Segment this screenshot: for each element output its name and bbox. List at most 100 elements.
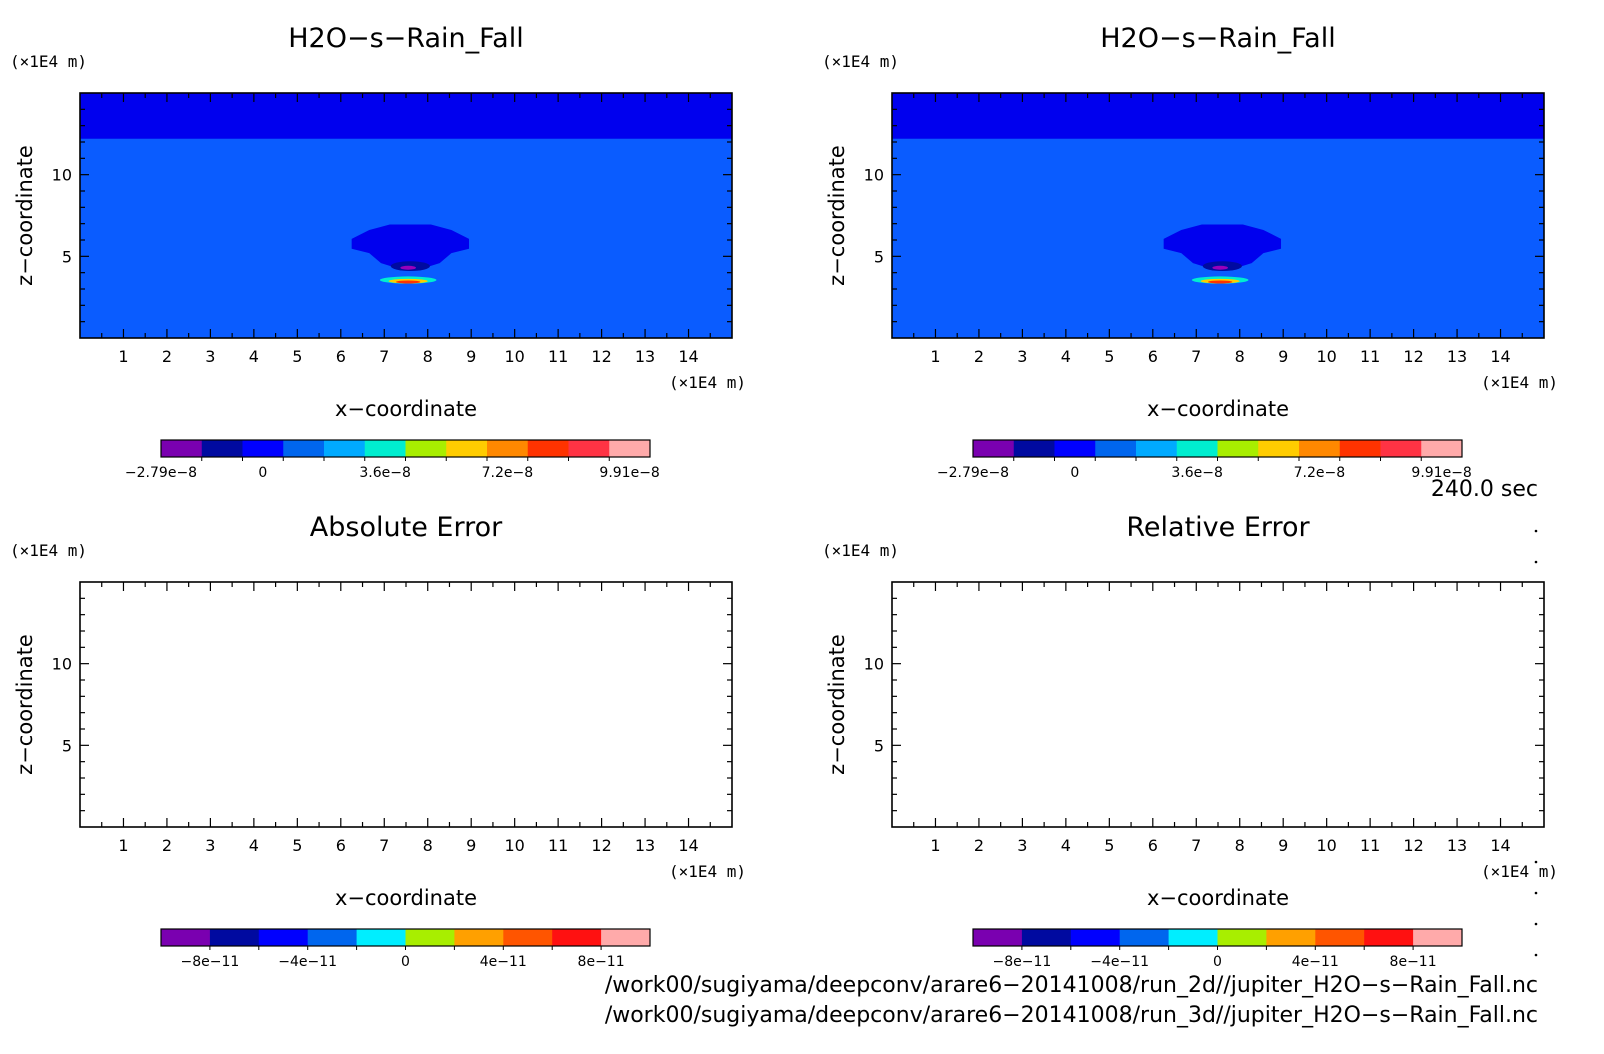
x-tick-label: 1: [930, 836, 940, 855]
x-tick-label: 7: [1191, 836, 1201, 855]
colorbar-segment: [1168, 929, 1218, 946]
chart-panel-1: H2O−s−Rain_Fall(×1E4 m)(×1E4 m)1 2 3 4 5 6 7 8 9…: [10, 23, 746, 481]
field-contour-5: [1208, 280, 1233, 284]
field-contour-2: [400, 265, 416, 270]
colorbar-segment: [1258, 440, 1300, 457]
colorbar-label: 8e−11: [578, 954, 625, 970]
colorbar-label: −4e−11: [278, 954, 337, 970]
colorbar-segment: [405, 440, 447, 457]
colorbar-label: 4e−11: [480, 954, 527, 970]
x-axis-label: x−coordinate: [1147, 886, 1289, 910]
colorbar-label: −8e−11: [993, 954, 1052, 970]
x-tick-label: 11: [1360, 347, 1380, 366]
x-tick-label: 6: [336, 836, 346, 855]
z-tick-label: 5: [874, 247, 884, 266]
x-tick-label: 8: [1235, 347, 1245, 366]
colorbar-segment: [307, 929, 358, 946]
x-tick-label: 12: [1403, 347, 1423, 366]
colorbar-label: 3.6e−8: [359, 465, 411, 481]
colorbar-segment: [242, 440, 284, 457]
colorbar-segment: [324, 440, 366, 457]
colorbar-segment: [283, 440, 325, 457]
y-axis-label: z−coordinate: [825, 145, 849, 286]
field-background: [80, 582, 732, 827]
side-dot: [1534, 529, 1538, 533]
rain-cloud: [1163, 224, 1282, 269]
x-tick-label: 12: [591, 836, 611, 855]
y-unit-label: (×1E4 m): [10, 52, 87, 71]
z-tick-label: 5: [62, 736, 72, 755]
field-contour-5: [396, 280, 421, 284]
chart-title: Absolute Error: [310, 512, 503, 543]
x-tick-label: 5: [1104, 836, 1114, 855]
x-tick-label: 5: [292, 836, 302, 855]
x-tick-label: 14: [1490, 347, 1510, 366]
x-tick-label: 1: [930, 347, 940, 366]
x-unit-label: (×1E4 m): [669, 373, 746, 392]
side-dot: [1534, 953, 1538, 957]
file-path-3d: /work00/sugiyama/deepconv/arare6−2014100…: [605, 1003, 1538, 1028]
x-tick-label: 3: [1017, 836, 1027, 855]
x-tick-label: 10: [1316, 347, 1336, 366]
colorbar-label: 8e−11: [1390, 954, 1437, 970]
z-tick-label: 10: [52, 166, 72, 185]
y-unit-label: (×1E4 m): [822, 52, 899, 71]
colorbar-segment: [209, 929, 260, 946]
chart-title: H2O−s−Rain_Fall: [1100, 23, 1335, 54]
x-tick-label: 8: [423, 836, 433, 855]
x-tick-label: 6: [336, 347, 346, 366]
chart-title: Relative Error: [1126, 512, 1310, 543]
x-tick-label: 4: [1061, 836, 1071, 855]
x-tick-label: 2: [162, 836, 172, 855]
time-label: 240.0 sec: [1431, 477, 1538, 502]
colorbar-segment: [446, 440, 488, 457]
colorbar-segment: [1413, 929, 1463, 946]
colorbar-segment: [1136, 440, 1178, 457]
colorbar-label: −4e−11: [1090, 954, 1149, 970]
x-unit-label: (×1E4 m): [669, 862, 746, 881]
colorbar-segment: [161, 440, 203, 457]
colorbar-segment: [552, 929, 602, 946]
side-dot: [1534, 922, 1538, 926]
colorbar-segment: [364, 440, 406, 457]
side-dot: [1534, 560, 1538, 564]
x-tick-label: 13: [1447, 836, 1467, 855]
colorbar-segment: [356, 929, 406, 946]
colorbar-label: 0: [258, 465, 267, 481]
x-tick-label: 8: [423, 347, 433, 366]
chart-title: H2O−s−Rain_Fall: [288, 23, 523, 54]
y-axis-label: z−coordinate: [825, 634, 849, 775]
x-tick-label: 11: [548, 347, 568, 366]
colorbar-segment: [1095, 440, 1137, 457]
colorbar-segment: [1266, 929, 1316, 946]
x-axis-label: x−coordinate: [335, 886, 477, 910]
x-tick-label: 2: [162, 347, 172, 366]
colorbar-segment: [1339, 440, 1381, 457]
y-axis-label: z−coordinate: [13, 145, 37, 286]
z-tick-label: 10: [864, 166, 884, 185]
x-tick-label: 13: [635, 836, 655, 855]
colorbar-label: 9.91e−8: [599, 465, 659, 481]
colorbar-label: 7.2e−8: [1294, 465, 1346, 481]
z-tick-label: 10: [52, 655, 72, 674]
colorbar-label: 0: [1213, 954, 1222, 970]
chart-panel-4: Relative Error(×1E4 m)(×1E4 m)1 2 3 4 5 6 7 8 9 1…: [822, 512, 1558, 970]
z-tick-label: 10: [864, 655, 884, 674]
x-tick-label: 7: [1191, 347, 1201, 366]
x-tick-label: 14: [1490, 836, 1510, 855]
x-tick-label: 4: [249, 347, 259, 366]
x-tick-label: 9: [1278, 347, 1288, 366]
colorbar-segment: [1421, 440, 1463, 457]
upper-layer: [892, 93, 1544, 139]
x-tick-label: 13: [1447, 347, 1467, 366]
side-dot: [1534, 891, 1538, 895]
colorbar-segment: [1070, 929, 1121, 946]
y-unit-label: (×1E4 m): [10, 541, 87, 560]
colorbar-segment: [1119, 929, 1170, 946]
x-tick-label: 10: [1316, 836, 1336, 855]
colorbar-segment: [1217, 929, 1267, 946]
x-tick-label: 12: [591, 347, 611, 366]
x-axis-label: x−coordinate: [335, 397, 477, 421]
x-tick-label: 11: [1360, 836, 1380, 855]
colorbar-label: 9.91e−8: [1411, 465, 1471, 481]
